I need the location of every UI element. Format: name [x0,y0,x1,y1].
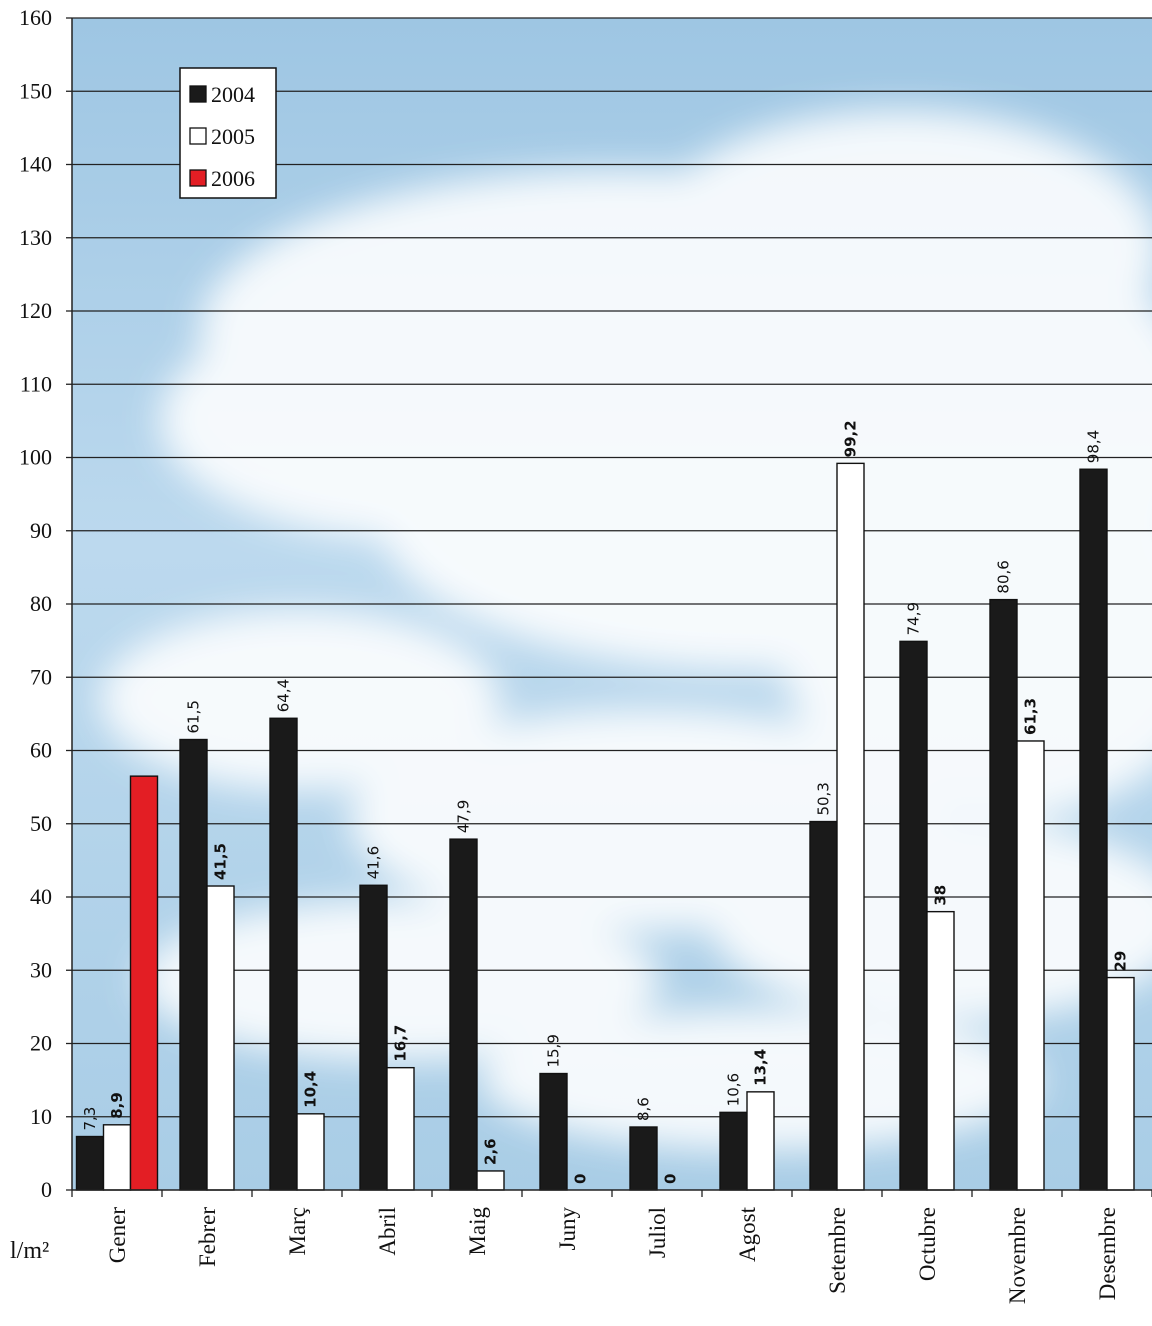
data-label-2004-març: 64,4 [275,679,293,712]
legend-label-2004: 2004 [211,82,255,107]
x-category-label: Gener [105,1207,130,1264]
data-label-2004-agost: 10,6 [725,1073,743,1106]
data-label-2005-desembre: 29 [1112,951,1130,972]
y-tick-label: 30 [30,957,52,982]
legend-swatch-2005 [189,127,207,145]
y-tick-label: 60 [30,738,52,763]
data-label-2005-març: 10,4 [302,1071,320,1108]
bar-2005-setembre [836,462,865,1191]
x-category-label: Juliol [645,1207,670,1258]
legend-swatch-2004 [189,85,207,103]
legend-label-2006: 2006 [211,166,255,191]
x-category-label: Desembre [1095,1207,1120,1300]
bar-2005-febrer [206,885,235,1191]
y-tick-label: 120 [19,298,52,323]
y-tick-label: 100 [19,445,52,470]
legend-label-2005: 2005 [211,124,255,149]
y-tick-label: 80 [30,591,52,616]
bar-2004-desembre [1079,468,1108,1191]
bar-2005-agost [746,1091,775,1191]
y-tick-label: 20 [30,1031,52,1056]
x-category-label: Octubre [915,1207,940,1281]
y-tick-label: 90 [30,518,52,543]
data-label-2004-setembre: 50,3 [815,782,833,815]
y-axis-unit-label: l/m² [10,1238,49,1264]
legend-swatch-2006 [189,169,207,187]
x-category-label: Agost [735,1206,760,1262]
data-label-2004-desembre: 98,4 [1085,430,1103,463]
y-tick-label: 150 [19,78,52,103]
y-tick-label: 130 [19,225,52,250]
y-tick-label: 0 [41,1177,52,1202]
data-label-2005-octubre: 38 [932,885,950,906]
bar-2005-octubre [926,910,955,1191]
data-label-2005-juny: 0 [572,1174,590,1184]
y-tick-label: 10 [30,1104,52,1129]
bar-2006-gener [129,775,159,1191]
gridlines [72,17,1152,1118]
x-category-label: Març [285,1207,310,1256]
data-label-2005-agost: 13,4 [752,1049,770,1086]
data-label-2005-febrer: 41,5 [212,843,230,880]
data-labels: 7,3 8,9 61,5 41,5 64,4 10,4 41,6 16,7 47,9 2,6 15,… [81,420,1130,1184]
bar-2004-agost [719,1111,748,1191]
bar-2004-març [269,717,298,1191]
data-label-2004-febrer: 61,5 [185,700,203,733]
y-tick-label: 70 [30,664,52,689]
data-label-2005-novembre: 61,3 [1022,698,1040,735]
bar-2005-maig [476,1170,505,1191]
x-category-label: Setembre [825,1207,850,1294]
data-label-2005-setembre: 99,2 [842,420,860,457]
legend: 2004 2005 2006 [179,67,277,199]
data-label-2004-juliol: 8,6 [635,1097,653,1121]
bar-2004-octubre [899,640,928,1191]
bar-2004-abril [359,884,388,1191]
y-tick-label: 160 [19,5,52,30]
data-label-2004-juny: 15,9 [545,1034,563,1067]
bar-2005-gener [102,1124,132,1191]
x-category-label: Juny [555,1207,580,1251]
bar-2005-març [296,1113,325,1191]
bar-2004-gener [75,1135,105,1191]
data-label-2005-juliol: 0 [662,1174,680,1184]
bar-2004-novembre [989,598,1018,1191]
data-label-2005-maig: 2,6 [482,1138,500,1165]
bar-2004-juny [539,1072,568,1191]
x-category-label: Abril [375,1207,400,1256]
bar-2005-novembre [1016,740,1045,1191]
y-axis: 0 10 20 30 40 50 60 70 80 90 100 110 120 130 140 150 160 [19,5,73,1202]
bar-2004-maig [449,838,478,1191]
bar-2005-desembre [1106,976,1135,1191]
y-tick-label: 40 [30,884,52,909]
y-tick-label: 140 [19,152,52,177]
data-label-2004-gener: 7,3 [81,1107,99,1131]
x-category-label: Novembre [1005,1207,1030,1304]
bar-2004-setembre [809,820,838,1191]
y-tick-label: 110 [20,371,52,396]
x-category-label: Maig [465,1207,490,1256]
bars [75,462,1135,1191]
data-label-2005-gener: 8,9 [108,1092,126,1119]
y-tick-label: 50 [30,811,52,836]
data-label-2004-octubre: 74,9 [905,602,923,635]
data-label-2004-abril: 41,6 [365,846,383,879]
bar-2005-abril [386,1066,415,1191]
data-label-2005-abril: 16,7 [392,1025,410,1062]
data-label-2004-maig: 47,9 [455,800,473,833]
bar-2004-juliol [629,1126,658,1191]
x-category-label: Febrer [195,1207,220,1267]
x-axis: Gener Febrer Març Abril Maig Juny Juliol Agost S… [71,1189,1152,1304]
data-label-2004-novembre: 80,6 [995,560,1013,593]
bar-2004-febrer [179,738,208,1191]
